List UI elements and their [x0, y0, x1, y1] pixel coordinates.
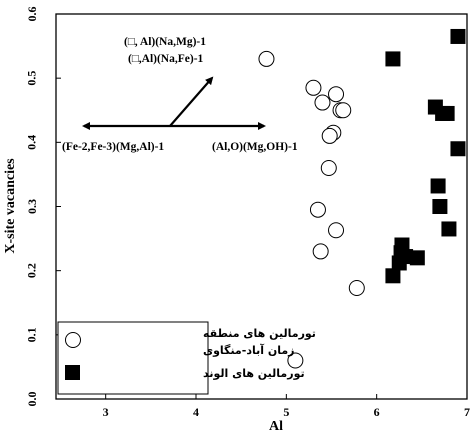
data-point-circle — [258, 50, 275, 67]
x-axis: 3 4 5 6 7 — [103, 394, 470, 419]
x-tick-label: 4 — [193, 405, 199, 419]
data-points — [258, 28, 466, 369]
data-point-square — [450, 28, 466, 44]
y-tick-label: 0.4 — [25, 135, 39, 150]
y-axis: 0.0 0.1 0.2 0.3 0.4 0.5 0.6 — [25, 7, 61, 407]
data-point-circle — [320, 160, 337, 176]
x-tick-label: 3 — [103, 405, 109, 419]
x-tick-label: 5 — [283, 405, 289, 419]
arrow-up — [169, 76, 214, 127]
y-tick-label: 0.1 — [25, 327, 39, 342]
data-point-square — [439, 105, 455, 121]
data-point-circle — [312, 243, 329, 260]
data-point-circle — [305, 79, 322, 96]
data-point-circle — [314, 94, 331, 111]
legend-marker-circle — [65, 332, 81, 348]
legend: تورمالین های منطقه زمان آباد-منگاوی تورم… — [57, 321, 316, 395]
data-point-circle — [335, 102, 352, 119]
data-point-circle — [328, 86, 345, 103]
y-tick-label: 0.0 — [25, 392, 39, 407]
x-axis-title: Al — [269, 419, 283, 432]
annotation-right: (Al,O)(Mg,OH)-1 — [212, 141, 298, 153]
y-axis-title: X-site vacancies — [3, 158, 18, 254]
data-point-square — [409, 250, 425, 266]
data-point-square — [398, 249, 414, 265]
annotation-left: (Fe-2,Fe-3)(Mg,Al)-1 — [62, 141, 164, 153]
data-point-square — [385, 268, 401, 284]
data-point-circle — [321, 127, 338, 144]
data-point-square — [441, 221, 457, 237]
data-point-square — [432, 199, 448, 214]
data-point-square — [430, 178, 446, 194]
x-tick-label: 6 — [374, 405, 380, 419]
y-tick-label: 0.2 — [25, 263, 39, 278]
y-tick-label: 0.5 — [25, 71, 39, 86]
data-point-square — [385, 51, 401, 67]
annotation-top-line2: (□,Al)(Na,Fe)-1 — [128, 53, 204, 65]
data-point-circle — [328, 222, 345, 239]
legend-label-series-2: تورمالین های الوند — [203, 367, 305, 380]
data-point-square — [450, 141, 466, 157]
y-tick-label: 0.6 — [25, 7, 39, 22]
y-tick-label: 0.3 — [25, 199, 39, 214]
annotation-top-line1: (□, Al)(Na,Mg)-1 — [124, 36, 206, 48]
data-point-circle — [309, 201, 326, 218]
x-tick-label: 7 — [464, 405, 470, 419]
legend-label-series-1-line2: زمان آباد-منگاوی — [203, 343, 294, 357]
data-point-circle — [348, 279, 365, 296]
legend-box — [57, 321, 209, 395]
data-point-circle — [287, 352, 304, 369]
legend-label-series-1-line1: تورمالین های منطقه — [203, 327, 316, 340]
legend-marker-square — [65, 365, 80, 380]
vector-annotations: (□, Al)(Na,Mg)-1 (□,Al)(Na,Fe)-1 (Fe-2,F… — [62, 36, 298, 153]
